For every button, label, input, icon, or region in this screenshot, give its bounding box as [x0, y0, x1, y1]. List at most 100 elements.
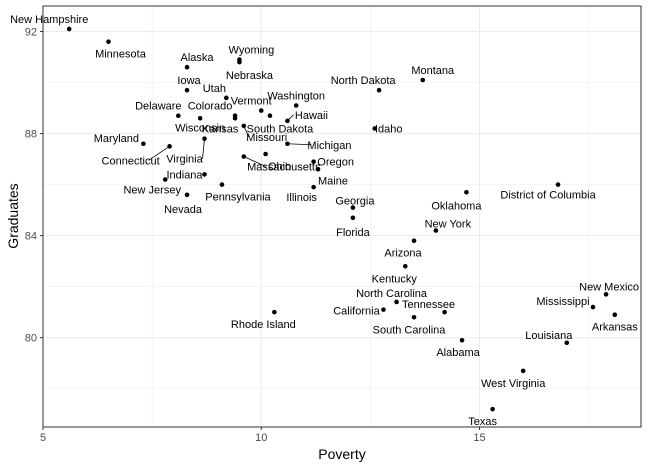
point-maine	[315, 166, 321, 172]
x-axis-ticks: 5 10 15	[40, 427, 486, 444]
leader-connecticut	[148, 146, 170, 161]
x-tick-label: 15	[473, 432, 485, 444]
point-illinois	[311, 184, 316, 190]
label-leader-lines	[148, 114, 312, 167]
point-arizona	[411, 238, 417, 244]
point-massachusetts	[241, 154, 247, 159]
point-nevada	[184, 192, 190, 198]
point-connecticut	[167, 144, 172, 149]
point-minnesota	[106, 39, 111, 45]
point-iowa	[184, 87, 190, 93]
point-idaho	[372, 126, 378, 131]
y-tick-label: 84	[25, 231, 37, 243]
point-south-carolina	[411, 314, 417, 320]
label-vermont: Vermont	[231, 96, 272, 108]
label-minnesota: Minnesota	[95, 49, 147, 61]
label-oregon: Oregon	[317, 157, 354, 169]
label-utah: Utah	[203, 83, 226, 95]
point-oregon	[311, 159, 316, 164]
label-louisiana: Louisiana	[525, 330, 573, 342]
label-alaska: Alaska	[181, 52, 215, 64]
label-tennessee: Tennessee	[402, 299, 455, 311]
label-wisconsin: Wisconsin	[175, 122, 225, 134]
point-rhode-island	[272, 309, 277, 315]
y-tick-label: 80	[25, 333, 37, 345]
label-north-carolina: North Carolina	[356, 288, 428, 300]
data-points	[66, 26, 618, 412]
label-ohio: Ohio	[268, 161, 291, 173]
point-oklahoma	[464, 189, 469, 195]
point-virginia	[202, 136, 207, 141]
point-louisiana	[564, 340, 570, 346]
label-wyoming: Wyoming	[229, 45, 275, 57]
label-colorado: Colorado	[188, 101, 233, 113]
y-tick-label: 92	[25, 27, 37, 39]
label-illinois: Illinois	[286, 192, 317, 204]
label-new-jersey: New Jersey	[123, 185, 181, 197]
label-pennsylvania: Pennsylvania	[205, 192, 271, 204]
leader-massachusetts	[243, 156, 266, 167]
label-new-york: New York	[425, 219, 472, 231]
label-mississippi: Mississippi	[536, 296, 589, 308]
point-mississippi	[590, 304, 596, 310]
label-south-dakota: South Dakota	[247, 124, 315, 136]
point-pennsylvania	[219, 182, 225, 187]
point-missouri	[241, 123, 247, 129]
point-maryland	[141, 141, 146, 147]
label-arkansas: Arkansas	[592, 322, 638, 334]
label-district-of-columbia: District of Columbia	[500, 190, 596, 202]
point-new-york	[433, 228, 439, 233]
point-vermont	[258, 108, 264, 113]
point-kentucky	[402, 263, 408, 269]
point-ohio	[263, 151, 268, 157]
point-montana	[420, 77, 426, 83]
point-michigan	[285, 141, 290, 147]
label-indiana: Indiana	[166, 169, 203, 181]
label-west-virginia: West Virginia	[481, 378, 546, 390]
label-hawaii: Hawaii	[295, 110, 328, 122]
label-oklahoma: Oklahoma	[431, 200, 482, 212]
label-washington: Washington	[267, 91, 325, 103]
panel-border	[42, 5, 642, 428]
leader-virginia	[202, 138, 205, 159]
point-labels: New Hampshire Minnesota Wyoming Nebraska Ala…	[10, 14, 639, 428]
label-south-carolina: South Carolina	[373, 324, 447, 336]
label-montana: Montana	[411, 65, 455, 77]
label-texas: Texas	[468, 416, 497, 428]
point-wisconsin	[197, 115, 203, 121]
point-florida	[350, 215, 356, 221]
label-maryland: Maryland	[94, 133, 139, 145]
panel-background	[43, 6, 641, 427]
point-texas	[490, 406, 495, 412]
x-axis-title: Poverty	[318, 446, 365, 462]
point-new-mexico	[603, 292, 609, 297]
label-maine: Maine	[318, 175, 348, 187]
point-north-carolina	[394, 299, 399, 305]
y-axis-title: Graduates	[5, 183, 21, 248]
y-axis-ticks: 80 84 88 92	[25, 27, 43, 345]
label-alabama: Alabama	[436, 347, 480, 359]
label-rhode-island: Rhode Island	[231, 319, 296, 331]
point-new-hampshire	[66, 26, 72, 32]
point-washington	[293, 103, 299, 108]
label-missouri: Missouri	[246, 132, 287, 144]
point-alaska	[184, 64, 190, 70]
label-michigan: Michigan	[307, 140, 351, 152]
label-delaware: Delaware	[135, 101, 181, 113]
point-tennessee	[442, 309, 447, 315]
point-district-of-columbia	[555, 182, 561, 187]
point-hawaii	[285, 118, 290, 124]
point-nebraska	[237, 59, 242, 65]
label-virginia: Virginia	[166, 154, 203, 166]
label-iowa: Iowa	[177, 75, 201, 87]
point-kansas	[232, 115, 238, 121]
leader-michigan	[287, 143, 312, 146]
label-connecticut: Connecticut	[102, 155, 160, 167]
label-kansas: Kansas	[202, 123, 239, 135]
label-new-mexico: New Mexico	[579, 281, 639, 293]
x-tick-label: 10	[255, 432, 267, 444]
point-california	[381, 307, 386, 312]
label-nevada: Nevada	[164, 204, 203, 216]
label-idaho: Idaho	[375, 123, 403, 135]
